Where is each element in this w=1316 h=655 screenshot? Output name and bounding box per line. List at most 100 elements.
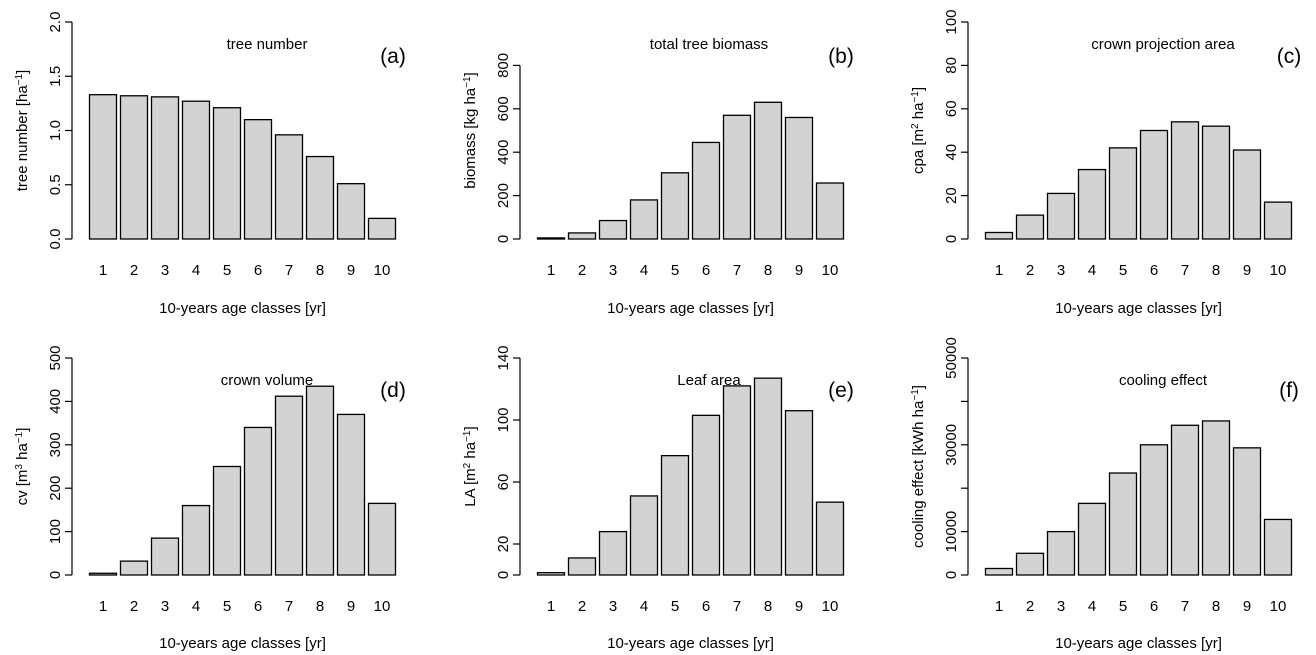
x-tick-label: 2 <box>578 262 586 279</box>
y-tick-label: 0.5 <box>47 174 64 195</box>
y-tick-label: 100 <box>47 519 64 544</box>
y-tick-label: 0 <box>495 235 512 243</box>
x-tick-label: 4 <box>640 598 648 615</box>
panel-label: (c) <box>1277 45 1302 68</box>
x-tick-label: 6 <box>1150 598 1158 615</box>
x-tick-label: 4 <box>640 262 648 279</box>
bar <box>984 567 1014 576</box>
x-tick-label: 7 <box>733 598 741 615</box>
bar <box>1139 444 1169 576</box>
x-tick-label: 8 <box>1212 262 1220 279</box>
bar <box>784 116 814 240</box>
bar <box>1015 552 1045 576</box>
bar <box>181 100 211 240</box>
x-tick-label: 9 <box>795 262 803 279</box>
bar <box>181 504 211 576</box>
bar <box>784 410 814 576</box>
bar <box>598 219 628 240</box>
bar <box>629 495 659 576</box>
bar <box>212 107 242 240</box>
x-tick-label: 1 <box>547 262 555 279</box>
x-tick-label: 7 <box>1181 262 1189 279</box>
x-tick-label: 8 <box>764 598 772 615</box>
x-tick-label: 3 <box>609 262 617 279</box>
bar <box>722 385 752 576</box>
x-tick-label: 9 <box>1243 262 1251 279</box>
x-tick-label: 2 <box>1026 598 1034 615</box>
x-tick-label: 4 <box>192 598 200 615</box>
bar <box>691 414 721 576</box>
x-axis-label: 10-years age classes [yr] <box>607 300 774 317</box>
bar <box>88 572 118 576</box>
x-tick-label: 4 <box>1088 262 1096 279</box>
chart-panel-a: 1 2 3 4 5 6 7 8 9 10 0.0 0.5 1.0 1.5 2.0 tree number [h… <box>14 12 406 317</box>
bar <box>567 557 597 576</box>
bar <box>815 182 845 240</box>
chart-title: crown projection area <box>1091 36 1235 53</box>
y-axis-label: tree number [ha−1] <box>14 70 32 191</box>
y-tick-label: 140 <box>495 345 512 370</box>
bar <box>536 237 566 240</box>
bar <box>1201 125 1231 240</box>
y-tick-label: 300 <box>47 432 64 457</box>
y-tick-label: 80 <box>943 57 960 74</box>
x-tick-label: 10 <box>1270 598 1287 615</box>
y-axis-label: LA [m2 ha−1] <box>462 426 480 506</box>
bar <box>274 395 304 576</box>
x-tick-label: 6 <box>702 598 710 615</box>
y-tick-label: 100 <box>943 9 960 34</box>
y-tick-label: 60 <box>495 474 512 491</box>
x-axis-label: 10-years age classes [yr] <box>607 635 774 652</box>
bar <box>753 377 783 576</box>
y-tick-label: 0.0 <box>47 229 64 250</box>
y-tick-label: 200 <box>47 476 64 501</box>
y-tick-label: 400 <box>47 389 64 414</box>
x-tick-label: 3 <box>1057 262 1065 279</box>
y-tick-label: 50000 <box>943 337 960 379</box>
y-tick-label: 800 <box>495 53 512 78</box>
x-tick-label: 3 <box>1057 598 1065 615</box>
y-tick-label: 500 <box>47 345 64 370</box>
y-tick-label: 400 <box>495 140 512 165</box>
y-tick-label: 40 <box>943 144 960 161</box>
bar <box>367 502 397 576</box>
y-axis-label: biomass [kg ha−1] <box>462 72 480 188</box>
bar <box>119 560 149 576</box>
x-tick-label: 2 <box>1026 262 1034 279</box>
x-tick-label: 10 <box>822 598 839 615</box>
bar <box>660 172 690 240</box>
x-tick-label: 5 <box>1119 598 1127 615</box>
x-tick-label: 7 <box>1181 598 1189 615</box>
panel-label: (b) <box>828 45 854 68</box>
bar <box>660 454 690 576</box>
x-axis-label: 10-years age classes [yr] <box>159 300 326 317</box>
bar <box>1139 129 1169 240</box>
x-tick-label: 7 <box>285 262 293 279</box>
panel-label: (f) <box>1279 379 1299 402</box>
chart-title: tree number <box>227 36 308 53</box>
x-tick-label: 6 <box>702 262 710 279</box>
bar <box>1108 472 1138 576</box>
panel-label: (e) <box>828 379 854 402</box>
chart-title: Leaf area <box>677 372 741 389</box>
bar <box>367 217 397 240</box>
y-tick-label: 600 <box>495 96 512 121</box>
y-axis-label: cpa [m2 ha−1] <box>910 87 928 174</box>
x-tick-label: 5 <box>223 262 231 279</box>
x-tick-label: 5 <box>671 598 679 615</box>
bar <box>691 141 721 240</box>
bar <box>1263 201 1293 240</box>
x-tick-label: 1 <box>99 262 107 279</box>
bar <box>1046 530 1076 576</box>
y-tick-label: 0 <box>495 571 512 579</box>
bar <box>984 231 1014 240</box>
x-tick-label: 9 <box>1243 598 1251 615</box>
bar <box>815 501 845 576</box>
chart-panel-b: 1 2 3 4 5 6 7 8 9 10 0 200 400 600 800 biomass [kg ha−1… <box>462 36 854 317</box>
y-tick-label: 100 <box>495 407 512 432</box>
x-tick-label: 5 <box>1119 262 1127 279</box>
bar <box>536 572 566 576</box>
bar <box>629 199 659 240</box>
